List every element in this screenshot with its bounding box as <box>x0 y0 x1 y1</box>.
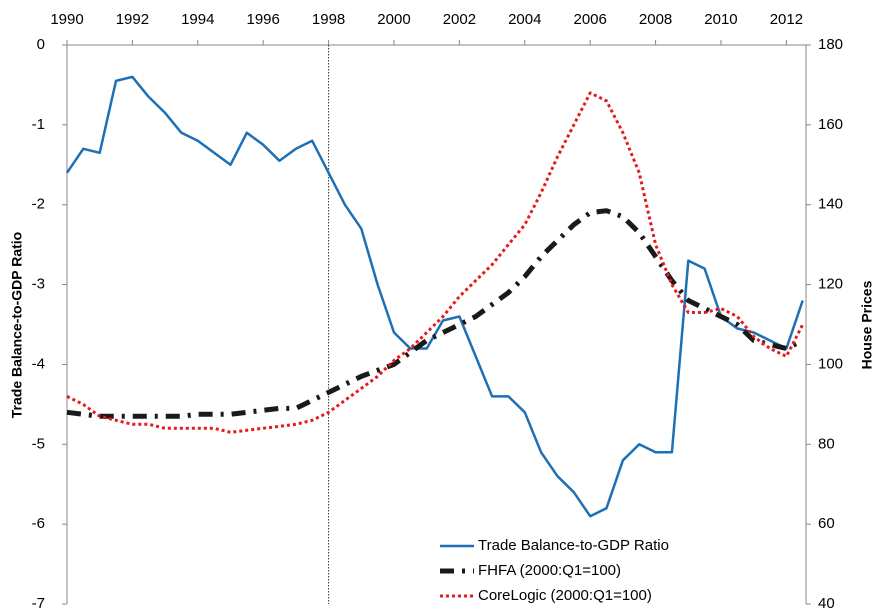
x-tick-label: 1990 <box>50 11 83 28</box>
y2-tick-label: 160 <box>818 116 843 133</box>
y2-axis-title: House Prices <box>859 280 875 369</box>
y-tick-label: 0 <box>37 36 45 53</box>
legend-label: CoreLogic (2000:Q1=100) <box>478 587 652 604</box>
y2-tick-label: 140 <box>818 196 843 213</box>
y-tick-label: -3 <box>32 276 45 293</box>
x-tick-label: 1998 <box>312 11 345 28</box>
x-tick-label: 1992 <box>116 11 149 28</box>
y-tick-label: -5 <box>32 435 45 452</box>
legend-label: Trade Balance-to-GDP Ratio <box>478 537 669 554</box>
x-tick-label: 2000 <box>377 11 410 28</box>
y-axis-title: Trade Balance-to-GDP Ratio <box>9 232 25 418</box>
y2-tick-label: 60 <box>818 515 835 532</box>
y2-tick-label: 120 <box>818 276 843 293</box>
y2-tick-label: 100 <box>818 355 843 372</box>
series-line <box>66 208 804 419</box>
y-tick-label: -6 <box>32 515 45 532</box>
y-tick-label: -4 <box>32 355 45 372</box>
x-tick-label: 2002 <box>443 11 476 28</box>
y2-tick-label: 40 <box>818 595 835 611</box>
series-line <box>65 75 804 518</box>
y-tick-label: -7 <box>32 595 45 611</box>
x-tick-label: 2008 <box>639 11 672 28</box>
x-tick-label: 1994 <box>181 11 214 28</box>
y-tick-label: -2 <box>32 196 45 213</box>
x-tick-label: 2004 <box>508 11 541 28</box>
x-tick-label: 1996 <box>247 11 280 28</box>
series-line <box>66 91 805 434</box>
y2-tick-label: 180 <box>818 36 843 53</box>
legend-label: FHFA (2000:Q1=100) <box>478 562 621 579</box>
x-tick-label: 2006 <box>573 11 606 28</box>
x-tick-label: 2012 <box>770 11 803 28</box>
y-tick-label: -1 <box>32 116 45 133</box>
x-tick-label: 2010 <box>704 11 737 28</box>
y2-tick-label: 80 <box>818 435 835 452</box>
